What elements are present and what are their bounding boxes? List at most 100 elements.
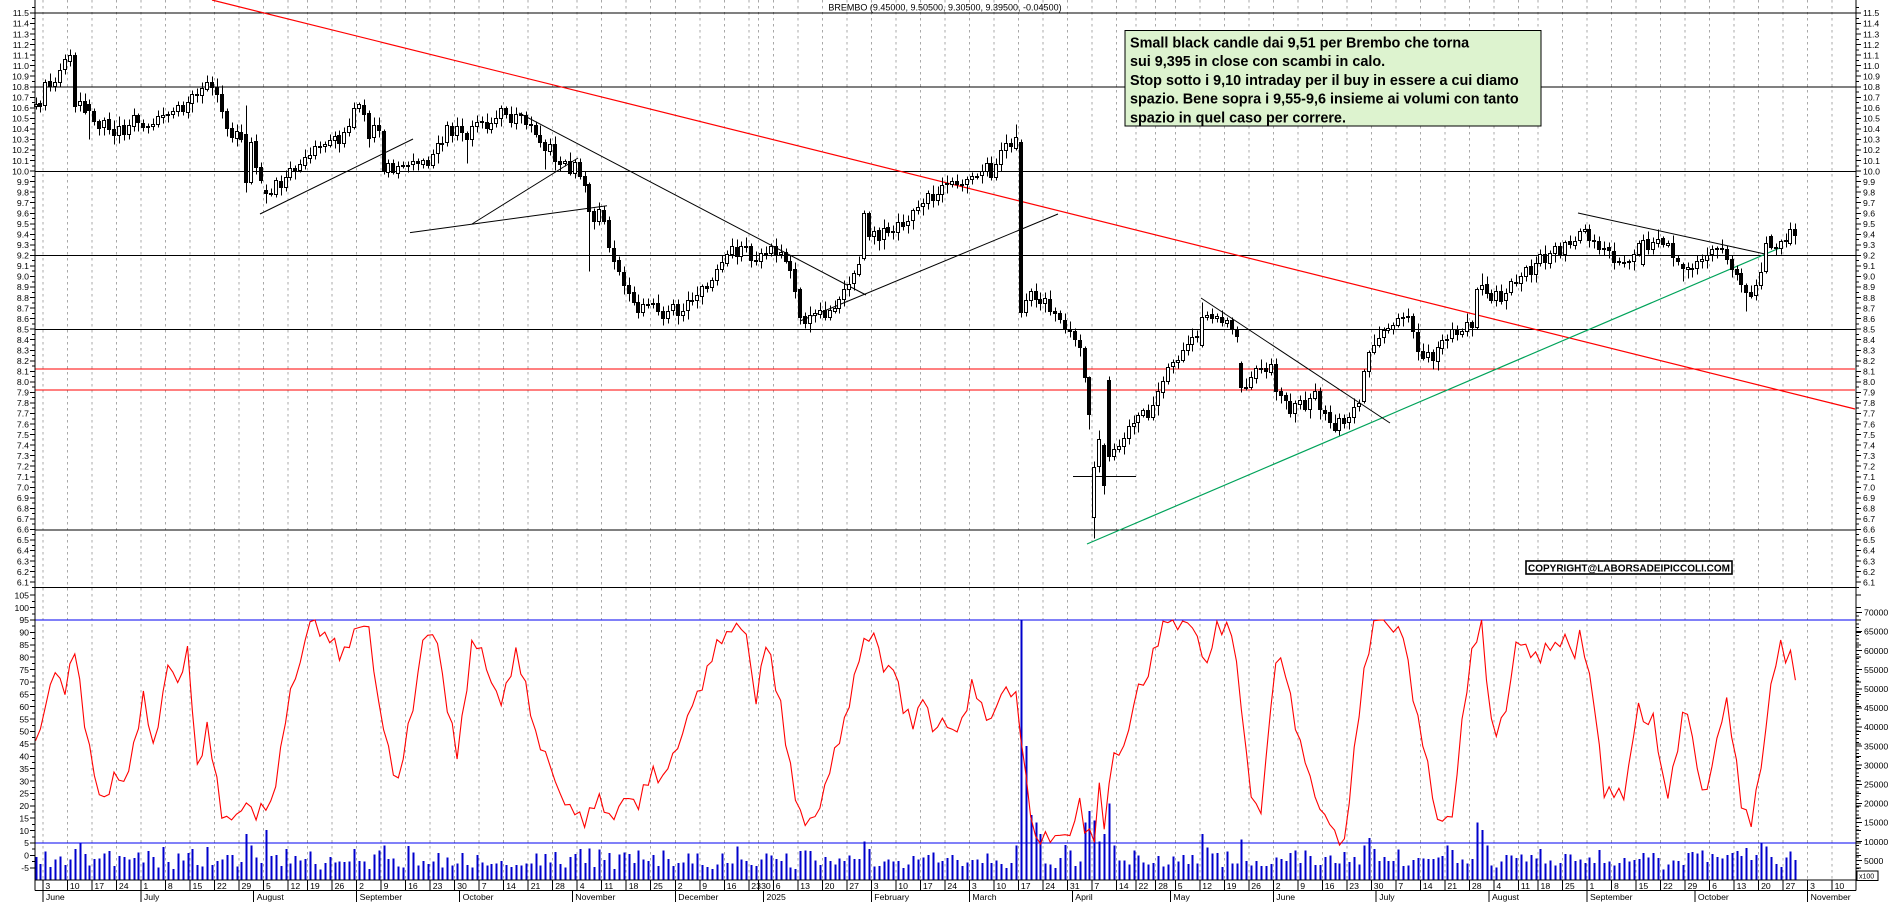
svg-text:90: 90 (19, 628, 29, 638)
svg-text:spazio. Bene sopra i 9,55-9,6: spazio. Bene sopra i 9,55-9,6 insieme ai… (1130, 92, 1519, 108)
svg-text:6: 6 (1712, 881, 1717, 891)
svg-text:11: 11 (1521, 881, 1530, 891)
svg-text:7.9: 7.9 (1863, 388, 1875, 398)
svg-text:14: 14 (506, 881, 516, 891)
svg-text:20: 20 (1761, 881, 1771, 891)
svg-text:2: 2 (678, 881, 683, 891)
svg-text:14: 14 (1119, 881, 1129, 891)
svg-text:8.5: 8.5 (17, 324, 29, 334)
svg-text:9: 9 (384, 881, 389, 891)
svg-text:BREMBO (9.45000, 9.50500, 9.30: BREMBO (9.45000, 9.50500, 9.30500, 9.395… (828, 3, 1061, 13)
svg-text:5: 5 (266, 881, 271, 891)
svg-text:28: 28 (1472, 881, 1482, 891)
svg-text:12: 12 (1202, 881, 1212, 891)
svg-text:11.1: 11.1 (1863, 50, 1879, 60)
svg-text:45: 45 (19, 739, 29, 749)
svg-text:10.9: 10.9 (12, 71, 29, 81)
svg-text:7.2: 7.2 (1863, 461, 1875, 471)
svg-text:70000: 70000 (1864, 608, 1888, 618)
svg-text:23: 23 (1349, 881, 1359, 891)
svg-text:8.9: 8.9 (1863, 282, 1875, 292)
svg-text:7.2: 7.2 (17, 461, 29, 471)
svg-text:8.0: 8.0 (17, 377, 29, 387)
svg-text:6.1: 6.1 (1863, 577, 1875, 587)
svg-text:27: 27 (1786, 881, 1796, 891)
svg-text:65000: 65000 (1864, 627, 1888, 637)
svg-text:spazio in quel caso per correr: spazio in quel caso per correre. (1130, 110, 1346, 126)
svg-text:6.9: 6.9 (17, 493, 29, 503)
svg-text:16: 16 (1325, 881, 1335, 891)
svg-text:11.4: 11.4 (1863, 19, 1879, 29)
svg-text:November: November (575, 892, 615, 902)
svg-text:13: 13 (800, 881, 810, 891)
svg-text:11.5: 11.5 (1863, 8, 1879, 18)
svg-text:10: 10 (19, 826, 29, 836)
svg-text:7.4: 7.4 (1863, 440, 1875, 450)
svg-text:17: 17 (94, 881, 104, 891)
svg-text:Small black candle dai 9,51 pe: Small black candle dai 9,51 per Brembo c… (1130, 36, 1470, 52)
svg-text:35: 35 (19, 764, 29, 774)
svg-text:29: 29 (1688, 881, 1698, 891)
svg-text:9: 9 (1300, 881, 1305, 891)
svg-text:11.2: 11.2 (1863, 40, 1879, 50)
svg-text:21: 21 (531, 881, 541, 891)
svg-text:17: 17 (923, 881, 933, 891)
svg-text:9.3: 9.3 (17, 240, 29, 250)
svg-text:9.7: 9.7 (1863, 198, 1875, 208)
svg-text:7.5: 7.5 (17, 430, 29, 440)
svg-text:June: June (1276, 892, 1295, 902)
svg-text:10.1: 10.1 (12, 156, 29, 166)
svg-text:30000: 30000 (1864, 760, 1888, 770)
svg-text:10.0: 10.0 (12, 166, 29, 176)
svg-text:7.1: 7.1 (1863, 472, 1875, 482)
svg-text:7.5: 7.5 (1863, 430, 1875, 440)
svg-text:11.5: 11.5 (13, 8, 29, 18)
svg-text:6.4: 6.4 (1863, 546, 1875, 556)
svg-text:24: 24 (1045, 881, 1055, 891)
svg-text:7.1: 7.1 (17, 472, 29, 482)
svg-text:11.0: 11.0 (1863, 61, 1879, 71)
svg-text:22: 22 (1663, 881, 1673, 891)
svg-text:6: 6 (776, 881, 781, 891)
svg-text:8.4: 8.4 (17, 335, 29, 345)
svg-text:105: 105 (15, 590, 30, 600)
svg-text:31: 31 (1070, 881, 1080, 891)
svg-text:9.4: 9.4 (17, 230, 29, 240)
svg-text:9.3: 9.3 (1863, 240, 1875, 250)
svg-text:20: 20 (825, 881, 835, 891)
svg-text:11.2: 11.2 (13, 40, 29, 50)
svg-text:0: 0 (24, 851, 29, 861)
svg-text:29: 29 (242, 881, 252, 891)
svg-text:23: 23 (433, 881, 443, 891)
svg-text:1: 1 (1590, 881, 1595, 891)
svg-text:10: 10 (898, 881, 908, 891)
svg-text:80: 80 (19, 652, 29, 662)
svg-text:8.3: 8.3 (17, 346, 29, 356)
svg-text:19: 19 (310, 881, 320, 891)
svg-text:8.7: 8.7 (1863, 303, 1875, 313)
svg-text:6.6: 6.6 (1863, 525, 1875, 535)
svg-text:8.6: 8.6 (17, 314, 29, 324)
svg-text:15: 15 (1639, 881, 1649, 891)
svg-text:8.2: 8.2 (17, 356, 29, 366)
svg-text:28: 28 (555, 881, 565, 891)
svg-text:9.1: 9.1 (1863, 261, 1875, 271)
svg-text:3: 3 (972, 881, 977, 891)
svg-text:55: 55 (19, 714, 29, 724)
svg-text:December: December (678, 892, 718, 902)
svg-text:10.8: 10.8 (1863, 82, 1880, 92)
svg-text:November: November (1811, 892, 1851, 902)
svg-text:5: 5 (24, 838, 29, 848)
svg-text:8.0: 8.0 (1863, 377, 1875, 387)
svg-text:14: 14 (1423, 881, 1433, 891)
svg-text:75: 75 (19, 665, 29, 675)
svg-text:30: 30 (761, 881, 771, 891)
svg-text:9.6: 9.6 (17, 209, 29, 219)
svg-text:1: 1 (143, 881, 148, 891)
svg-text:March: March (972, 892, 996, 902)
svg-text:2: 2 (359, 881, 364, 891)
svg-text:25000: 25000 (1864, 780, 1888, 790)
svg-text:20000: 20000 (1864, 799, 1888, 809)
svg-text:65: 65 (19, 690, 29, 700)
svg-text:9.4: 9.4 (1863, 230, 1875, 240)
